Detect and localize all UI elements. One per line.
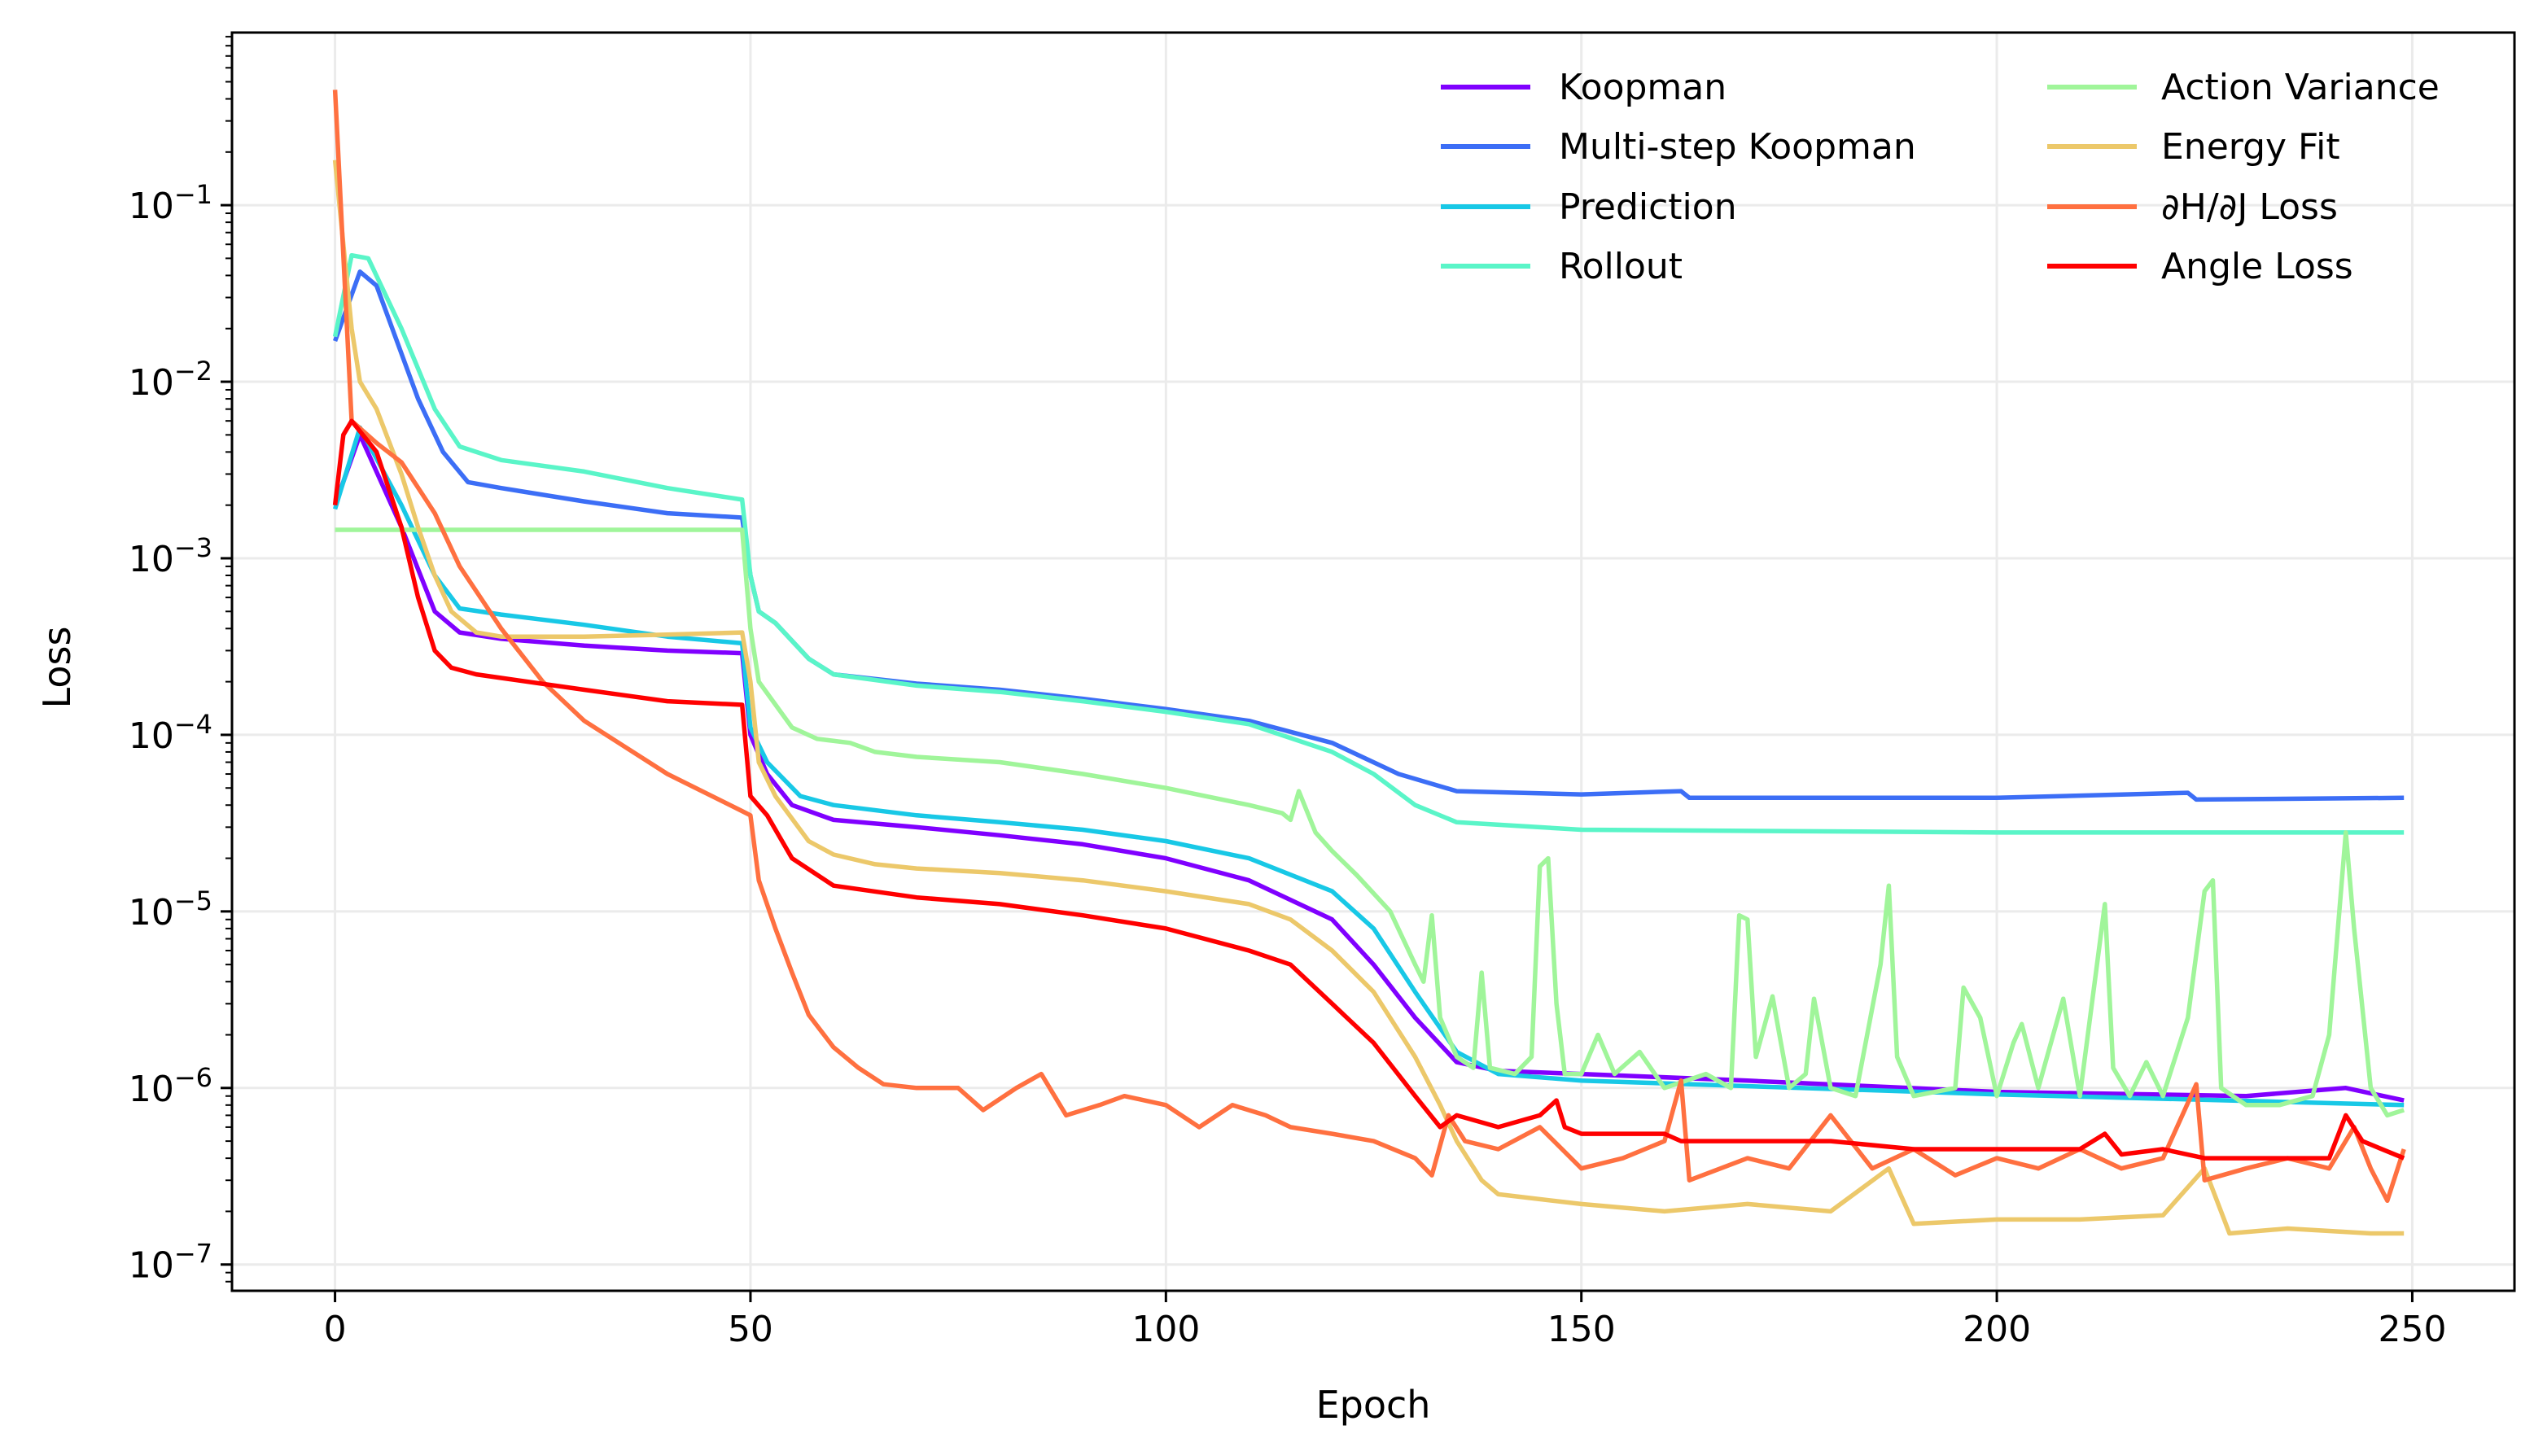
y-tick-label: 10−6 [129,1062,212,1110]
y-tick-label: 10−4 [129,709,212,757]
x-axis-label: Epoch [1316,1383,1431,1427]
legend-label: Koopman [1559,67,1727,108]
series-line--h-j-loss [332,90,2406,1204]
legend-label: Rollout [1559,246,1683,287]
legend: Koopman Multi-step Koopman Prediction Rollo… [1441,67,2440,287]
series-line-action-variance [335,527,2405,1118]
series-lines [332,90,2406,1236]
plot-frame [230,31,2516,1292]
legend-label: ∂H/∂J Loss [2161,186,2338,228]
y-tick-label: 10−5 [129,885,212,934]
x-tick-label: 100 [1131,1309,1200,1350]
legend-label: Prediction [1559,186,1737,228]
y-tick-label: 10−1 [129,179,212,227]
x-tick-label: 0 [324,1309,347,1350]
x-tick-label: 50 [728,1309,773,1350]
x-axis: 0 50 100 150 200 250 [324,1291,2446,1350]
series-line-rollout [332,252,2405,835]
x-tick-label: 200 [1963,1309,2031,1350]
y-tick-label: 10−2 [129,356,212,404]
legend-label: Angle Loss [2161,246,2353,287]
y-axis: 10−1 10−2 10−3 10−4 10−5 10−6 10−7 [129,36,232,1287]
series-line-angle-loss [332,418,2405,1161]
series-line-multi-step-koopman [333,269,2405,802]
y-tick-label: 10−3 [129,532,212,580]
series-line-energy-fit [332,160,2405,1236]
legend-label: Action Variance [2161,67,2440,108]
y-tick-label: 10−7 [129,1239,212,1287]
legend-label: Energy Fit [2161,126,2340,168]
grid [232,33,2514,1291]
x-tick-label: 250 [2378,1309,2446,1350]
legend-label: Multi-step Koopman [1559,126,1916,168]
series-line-koopman [333,432,2405,1103]
y-axis-label: Loss [35,627,79,709]
x-tick-label: 150 [1547,1309,1616,1350]
